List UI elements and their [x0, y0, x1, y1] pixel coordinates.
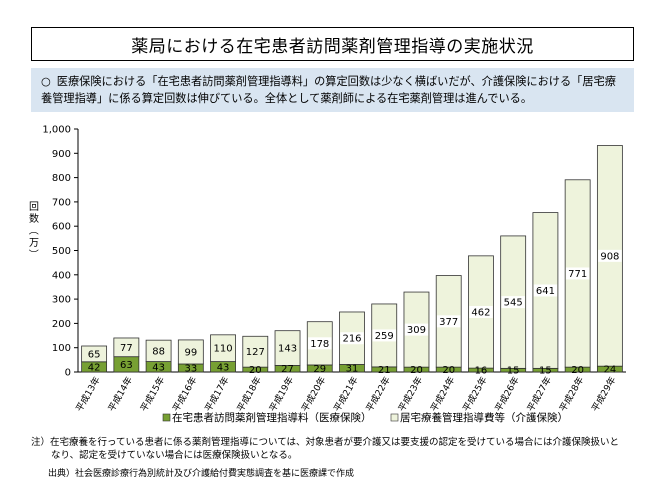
data-label-bg — [404, 323, 429, 336]
data-label-care: 545 — [504, 298, 523, 309]
bar-care — [242, 335, 269, 368]
data-label-medical: 15 — [507, 366, 520, 377]
data-label-care: 110 — [214, 344, 233, 355]
data-label-medical: 20 — [442, 365, 455, 376]
data-label-medical: 20 — [410, 365, 423, 376]
data-label-medical: 24 — [604, 365, 617, 376]
x-tick-label: 平成26年 — [492, 375, 522, 414]
data-label-bg — [598, 249, 622, 262]
y-axis-label-char: ） — [27, 249, 39, 259]
data-label-care: 309 — [407, 325, 426, 336]
y-axis-label-char: 数 — [29, 212, 39, 225]
data-label-care: 143 — [278, 344, 297, 355]
data-label-care: 178 — [310, 339, 329, 350]
source-note: 出典）社会医療診療行為別統計及び介護給付費実態調査を基に医療課で作成 — [48, 469, 355, 479]
data-label-bg — [501, 296, 525, 309]
data-label-medical: 16 — [475, 366, 488, 377]
bar-care — [81, 345, 108, 363]
x-tick-label: 平成21年 — [331, 375, 361, 414]
data-label-care: 908 — [600, 251, 619, 262]
x-tick-label: 平成18年 — [234, 375, 264, 414]
data-label-medical: 43 — [152, 362, 165, 373]
page-title: 薬局における在宅患者訪問薬剤管理指導の実施状況 — [31, 27, 634, 61]
data-label-care: 216 — [342, 334, 361, 345]
legend-swatch-medical — [162, 413, 171, 422]
data-label-care: 641 — [536, 286, 555, 297]
bar-care — [113, 337, 140, 358]
x-tick-label: 平成19年 — [267, 375, 297, 414]
data-label-care: 771 — [568, 269, 587, 280]
bar-care — [177, 339, 204, 365]
x-tick-label: 平成20年 — [299, 375, 329, 414]
data-label-care: 88 — [152, 346, 165, 357]
data-label-medical: 20 — [571, 365, 584, 376]
y-tick-label: 1,000 — [42, 125, 71, 136]
data-label-medical: 27 — [281, 364, 294, 375]
data-label-care: 377 — [439, 317, 458, 328]
data-label-medical: 31 — [346, 364, 359, 375]
summary-bullet: ○ — [41, 75, 51, 88]
data-label-bg — [372, 329, 396, 342]
data-label-bg — [469, 305, 493, 318]
data-label-bg — [340, 332, 364, 345]
y-tick-label: 700 — [52, 197, 71, 208]
x-tick-label: 平成24年 — [428, 375, 458, 414]
y-tick-label: 500 — [52, 246, 71, 257]
data-label-medical: 42 — [88, 362, 101, 373]
data-label-medical: 15 — [539, 366, 552, 377]
x-tick-label: 平成17年 — [202, 375, 232, 414]
data-label-bg — [308, 337, 332, 350]
x-tick-label: 平成25年 — [460, 375, 490, 414]
bar-care — [210, 334, 236, 362]
bar-care — [145, 339, 172, 362]
y-tick-label: 600 — [52, 222, 71, 233]
x-tick-label: 平成29年 — [589, 375, 619, 414]
data-label-care: 99 — [184, 347, 197, 358]
data-label-medical: 43 — [217, 362, 230, 373]
data-label-medical: 63 — [120, 360, 133, 371]
data-label-medical: 29 — [313, 364, 326, 375]
y-tick-label: 900 — [52, 149, 71, 160]
summary-text: 医療保険における「在宅患者訪問薬剤管理指導料」の算定回数は少なく横ばいだが、介護… — [41, 75, 616, 105]
y-tick-label: 800 — [52, 173, 71, 184]
data-label-medical: 33 — [184, 363, 197, 374]
data-label-care: 65 — [88, 349, 101, 360]
y-axis-label-char: 回 — [29, 201, 39, 213]
y-axis-label-char: （ — [27, 225, 39, 235]
data-label-care: 462 — [471, 307, 490, 318]
data-label-bg — [533, 284, 558, 297]
bar-care — [274, 330, 301, 366]
x-tick-label: 平成13年 — [73, 375, 103, 414]
y-tick-label: 100 — [52, 343, 71, 354]
x-tick-label: 平成27年 — [524, 375, 554, 414]
data-label-care: 259 — [375, 331, 394, 342]
summary-box: ○ 医療保険における「在宅患者訪問薬剤管理指導料」の算定回数は少なく横ばいだが、介… — [31, 68, 634, 112]
data-label-care: 77 — [120, 343, 133, 354]
x-tick-label: 平成28年 — [557, 375, 587, 414]
data-label-care: 127 — [246, 347, 265, 358]
legend-swatch-care — [390, 413, 399, 422]
x-tick-label: 平成23年 — [395, 375, 425, 414]
data-label-bg — [565, 267, 590, 280]
x-tick-label: 平成14年 — [105, 375, 135, 414]
y-tick-label: 300 — [52, 295, 71, 306]
legend-label-care: 居宅療養管理指導費等（介護保険） — [400, 411, 568, 424]
y-axis-label-char: 万 — [29, 238, 39, 249]
x-tick-label: 平成15年 — [138, 375, 168, 414]
page-title-text: 薬局における在宅患者訪問薬剤管理指導の実施状況 — [131, 36, 534, 57]
y-tick-label: 0 — [65, 368, 71, 379]
data-label-medical: 21 — [378, 365, 391, 376]
data-label-bg — [436, 315, 461, 328]
y-tick-label: 200 — [52, 319, 71, 330]
footnote-line-1: 注）在宅療養を行っている患者に係る薬剤管理指導については、対象患者が要介護又は要… — [31, 437, 620, 448]
footnote: 注）在宅療養を行っている患者に係る薬剤管理指導については、対象患者が要介護又は要… — [31, 436, 641, 462]
legend-label-medical: 在宅患者訪問薬剤管理指導料（医療保険） — [172, 411, 372, 424]
data-label-medical: 20 — [249, 365, 262, 376]
x-tick-label: 平成22年 — [363, 375, 393, 414]
x-tick-label: 平成16年 — [170, 375, 200, 414]
y-tick-label: 400 — [52, 270, 71, 281]
footnote-line-2: なり、認定を受けていない場合には医療保険扱いとなる。 — [51, 450, 298, 461]
